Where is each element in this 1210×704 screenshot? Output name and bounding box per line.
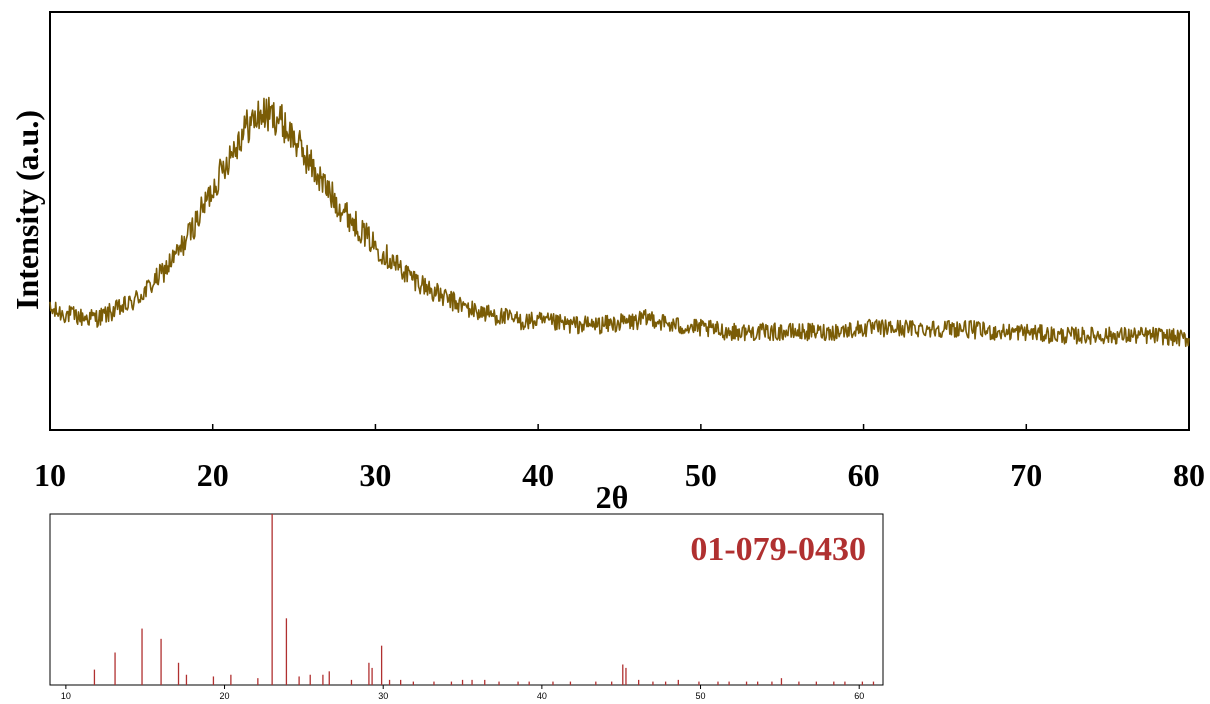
reference-bars: [93, 514, 875, 685]
main-x-tick-label: 20: [197, 457, 229, 493]
main-x-tick-label: 50: [685, 457, 717, 493]
main-x-tick-label: 70: [1010, 457, 1042, 493]
reference-x-tick-labels: 10 20 30 40 50 60: [61, 691, 864, 701]
reference-chart: 10 20 30 40 50 60 01-079-0430: [49, 513, 884, 701]
reference-x-tick-label: 60: [854, 691, 864, 701]
reference-x-ticks: [65, 685, 860, 689]
main-x-ticks: [49, 424, 1190, 430]
main-y-axis-title: Intensity (a.u.): [9, 110, 45, 310]
reference-plot-frame: [49, 513, 884, 686]
main-x-tick-label: 10: [34, 457, 66, 493]
main-x-tick-label: 30: [359, 457, 391, 493]
main-x-tick-label: 40: [522, 457, 554, 493]
reference-x-tick-label: 40: [537, 691, 547, 701]
reference-x-tick-label: 10: [61, 691, 71, 701]
main-chart: 10 20 30 40 50 60 70 80 2θ Intensity (a.u.): [9, 11, 1205, 515]
xrd-series-line: [49, 96, 1190, 348]
reference-x-tick-label: 50: [696, 691, 706, 701]
reference-x-tick-label: 20: [220, 691, 230, 701]
reference-card-id: 01-079-0430: [690, 531, 866, 568]
main-x-axis-title: 2θ: [596, 479, 629, 515]
reference-x-tick-label: 30: [378, 691, 388, 701]
main-series-group: [49, 96, 1190, 348]
main-x-tick-label: 80: [1173, 457, 1205, 493]
main-x-tick-label: 60: [848, 457, 880, 493]
main-plot-frame: [49, 11, 1190, 431]
main-x-tick-labels: 10 20 30 40 50 60 70 80: [34, 457, 1205, 493]
